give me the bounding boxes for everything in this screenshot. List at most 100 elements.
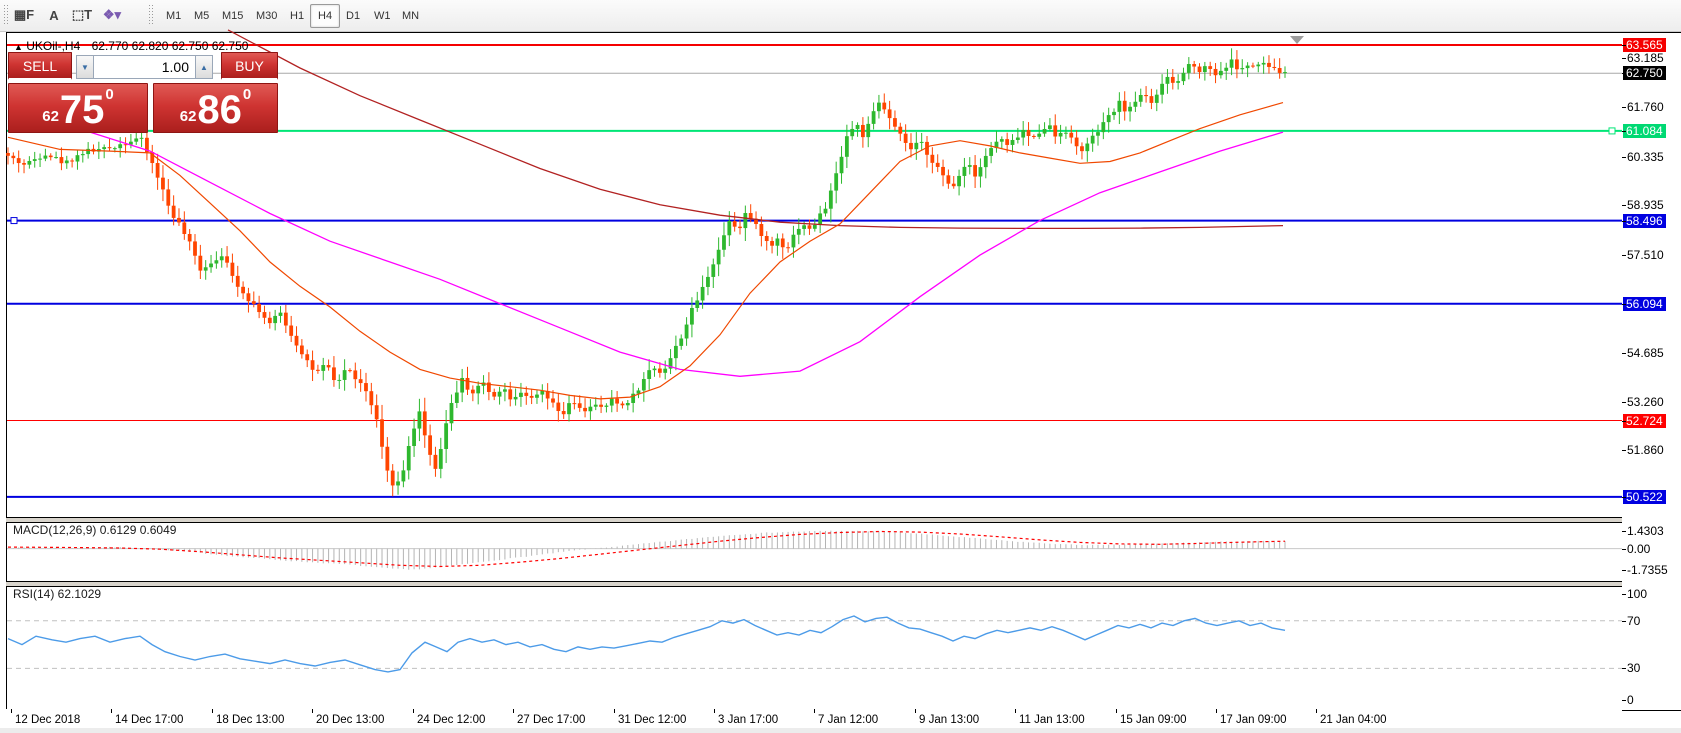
price-level-label-52.724: 52.724 [1623,413,1666,428]
chart-title: ▲ UKOil-,H4 62.770 62.820 62.750 62.750 [14,39,248,53]
rsi-tick-70: 70 [1627,613,1641,628]
price-tick-63.185: 63.185 [1627,51,1664,66]
timeframe-button-m15[interactable]: M15 [222,10,244,22]
macd-tick-0.00: 0.00 [1627,541,1651,556]
scale-tick [1622,107,1626,109]
price-scale[interactable] [1622,32,1681,711]
price-level-label-50.522: 50.522 [1623,489,1666,504]
time-label: 14 Dec 17:00 [115,714,184,726]
scale-tick [1622,594,1626,595]
volume-increase-button[interactable]: ▲ [195,55,213,79]
timeframe-button-m1[interactable]: M1 [166,10,182,22]
scale-tick [1622,570,1626,572]
toolbar-grip[interactable] [3,4,8,26]
price-tick-58.935: 58.935 [1627,198,1664,213]
scroll-end-marker-icon[interactable] [1290,36,1304,44]
timeframe-button-d1[interactable]: D1 [346,10,361,22]
scale-tick [1622,352,1626,354]
scale-tick [1622,303,1626,305]
one-click-trading-panel: SELL ▼ ▲ BUY 62 75 0 62 86 0 [8,52,278,133]
ma-mid-line [7,122,1284,377]
scale-tick [1622,205,1626,207]
ma-long-line [227,29,1284,230]
scale-tick [1622,420,1626,422]
price-tick-57.510: 57.510 [1627,247,1664,262]
chart-grid-f-icon[interactable]: ▦F [13,7,35,22]
price-tick-53.260: 53.260 [1627,394,1664,409]
toolbar-separator-grip[interactable] [148,4,153,26]
level-anchor[interactable] [10,217,18,225]
macd-pane-splitter[interactable] [6,517,1622,523]
scale-tick [1622,44,1626,46]
quote-ohlc: 62.770 62.820 62.750 62.750 [91,39,249,53]
timeframe-button-m5[interactable]: M5 [194,10,210,22]
chart-area[interactable] [6,32,1624,711]
timeframe-button-h4[interactable]: H4 [310,4,341,28]
price-tick-61.760: 61.760 [1627,100,1664,115]
time-label: 15 Jan 09:00 [1120,714,1187,726]
volume-decrease-button[interactable]: ▼ [76,55,94,79]
timeframe-button-mn[interactable]: MN [402,10,420,22]
time-tick [1116,709,1117,713]
sell-price-pips: 75 [59,88,105,132]
time-label: 11 Jan 13:00 [1019,714,1085,726]
time-tick [614,709,615,713]
font-a-icon[interactable]: A [49,7,59,23]
buy-button[interactable]: BUY [221,52,278,80]
time-tick [1316,709,1317,713]
current-price-label: 62.750 [1623,66,1666,81]
macd-label: MACD(12,26,9) 0.6129 0.6049 [13,523,177,537]
macd-tick-1.4303: 1.4303 [1627,523,1664,538]
volume-input[interactable] [94,55,195,79]
time-label: 24 Dec 12:00 [417,714,486,726]
time-axis[interactable]: 12 Dec 2018 14 Dec 17:00 18 Dec 13:00 20 De… [6,709,1622,728]
buy-price-point: 0 [242,86,252,103]
time-label: 3 Jan 17:00 [718,714,779,726]
timeframe-button-m30[interactable]: M30 [256,10,278,22]
scale-tick [1622,548,1626,550]
sell-button[interactable]: SELL [8,52,72,80]
timeframe-button-h1[interactable]: H1 [290,10,305,22]
rsi-label: RSI(14) 62.1029 [13,587,102,601]
time-tick [413,709,414,713]
time-tick [111,709,112,713]
time-tick [714,709,715,713]
macd-tick--1.7355: -1.7355 [1627,563,1668,578]
symbol-timeframe: UKOil-,H4 [26,39,81,53]
macd-histogram [7,530,1286,570]
sell-price-point: 0 [105,86,114,103]
time-label: 9 Jan 13:00 [919,714,980,726]
time-label: 18 Dec 13:00 [216,714,285,726]
time-tick [312,709,313,713]
ma-fast-line [7,102,1284,400]
timeframe-button-w1[interactable]: W1 [374,10,391,22]
price-tick-60.335: 60.335 [1627,149,1664,164]
text-label-icon[interactable]: ⬚T [71,7,93,22]
symbol-marker-icon: ▲ [14,42,23,52]
level-anchor[interactable] [1608,127,1616,135]
sell-price-whole: 62 [42,108,59,125]
scale-tick [1622,254,1626,256]
bottom-strip [0,728,1681,733]
scale-tick [1622,220,1626,222]
time-tick [513,709,514,713]
scale-tick [1622,130,1626,132]
time-tick [1015,709,1016,713]
time-tick [212,709,213,713]
scale-tick [1622,401,1626,403]
time-label: 20 Dec 13:00 [316,714,385,726]
candles [6,48,1287,497]
rsi-tick-30: 30 [1627,661,1641,676]
toolbar: ▦F A ⬚T ❖▾ M1 M5 M15 M30 H1 H4 D1 W1 MN [0,0,1681,32]
time-tick [1216,709,1217,713]
scale-tick [1622,496,1626,498]
buy-price-button[interactable]: 62 86 0 [153,83,278,133]
time-tick [915,709,916,713]
sell-price-button[interactable]: 62 75 0 [8,83,148,133]
objects-arrows-icon[interactable]: ❖▾ [102,7,122,22]
rsi-pane-splitter[interactable] [6,581,1622,587]
scale-tick [1622,668,1626,670]
time-label: 21 Jan 04:00 [1320,714,1387,726]
time-tick [814,709,815,713]
time-label: 27 Dec 17:00 [517,714,586,726]
